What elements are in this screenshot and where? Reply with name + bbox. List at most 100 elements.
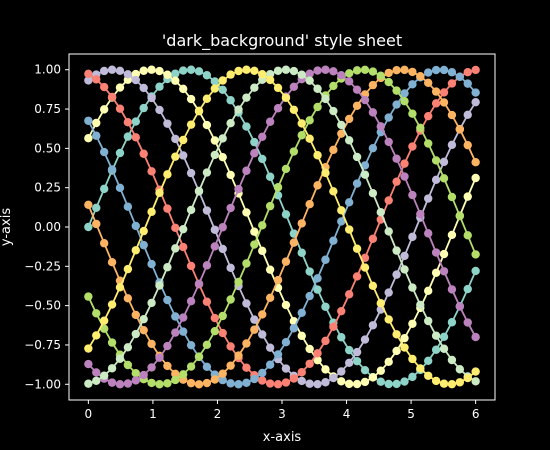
series-9-point [384,227,393,236]
series-2-point [408,319,417,328]
x-tick-label: 4 [343,407,351,421]
series-1-point [424,356,433,366]
series-3-point [344,358,354,368]
series-10-point [408,354,417,364]
series-3-point [226,263,235,273]
series-6-point [123,294,133,303]
series-1-point [376,377,385,386]
series-7-point [360,65,370,75]
series-4-point [171,223,180,233]
series-5-point [408,80,417,89]
series-2-point [210,136,220,145]
series-6-point [416,72,425,81]
series-8-point [258,132,267,142]
series-5-point [344,198,354,207]
series-9-point [455,365,465,374]
series-4-point [84,69,93,79]
series-4-point [179,242,188,252]
series-1-point [171,69,180,78]
series-10-point [163,170,172,179]
series-7-point [194,352,204,361]
series-4-point [258,376,267,385]
series-9-point [218,134,227,143]
series-8-point [139,370,148,380]
series-10-point [218,76,227,85]
series-2-point [218,152,227,162]
series-6-point [258,310,267,319]
y-axis-label: y-axis [0,208,14,246]
x-ticks: 0 1 2 3 4 5 6 [85,400,479,421]
series-1-point [218,85,227,95]
series-1-point [179,66,188,75]
series-4-point [289,374,299,383]
series-3-point [321,378,330,387]
series-5-point [99,147,109,157]
series-3-point [431,175,441,185]
series-2-point [321,365,330,374]
series-3-point [408,232,417,242]
series-5-point [360,161,370,170]
series-4-point [352,272,362,281]
series-7-point [147,378,156,388]
series-1-point [297,248,306,257]
series-2-point [360,377,370,387]
series-4-point [305,359,314,368]
series-3-point [471,97,480,107]
series-3-point [163,119,172,128]
series-6-point [297,219,306,228]
series-7-point [408,109,417,118]
series-6-point [147,339,156,349]
series-2-point [352,379,362,389]
series-7-point [210,326,220,336]
series-4-point [123,117,133,127]
series-3-point [258,330,267,339]
series-10-point [139,226,148,236]
series-5-point [234,380,243,389]
series-6-point [273,275,283,285]
series-7-point [455,211,465,221]
series-9-point [202,168,212,177]
series-1-point [400,377,409,386]
series-2-point [186,94,196,104]
series-5-point [250,374,259,384]
series-9-point [344,136,354,145]
series-8-point [392,154,401,163]
series-4-point [210,313,220,323]
series-4-point [329,322,338,331]
series-9-point [155,281,164,290]
series-1-point [344,345,354,355]
series-6-point [329,145,338,155]
series-8-point [186,297,196,306]
series-9-point [416,300,425,310]
series-1-point [186,65,196,74]
series-5-point [424,68,433,77]
series-2-point [99,105,109,114]
series-3-point [463,110,472,119]
series-9-point [368,189,378,198]
series-8-point [337,70,346,80]
series-9-point [447,355,457,365]
series-6-point [92,219,101,229]
series-5-point [313,274,322,283]
series-1-point [258,154,267,164]
series-5-point [273,350,283,359]
series-7-point [447,192,457,202]
series-7-point [234,277,243,287]
y-tick-label: 0.75 [34,102,61,116]
series-1-point [242,122,251,131]
series-7-point [297,131,306,140]
series-5-point [163,295,172,305]
series-3-point [171,134,180,144]
series-1-point [84,222,93,232]
series-1-point [321,302,330,311]
series-3-point [131,75,140,85]
series-1-point [384,379,393,389]
series-8-point [424,229,433,238]
series-3-point [368,321,378,330]
series-7-point [344,69,354,78]
series-6-point [107,258,117,267]
series-2-point [447,230,457,240]
series-6-point [344,114,354,124]
series-10-point [431,376,441,386]
